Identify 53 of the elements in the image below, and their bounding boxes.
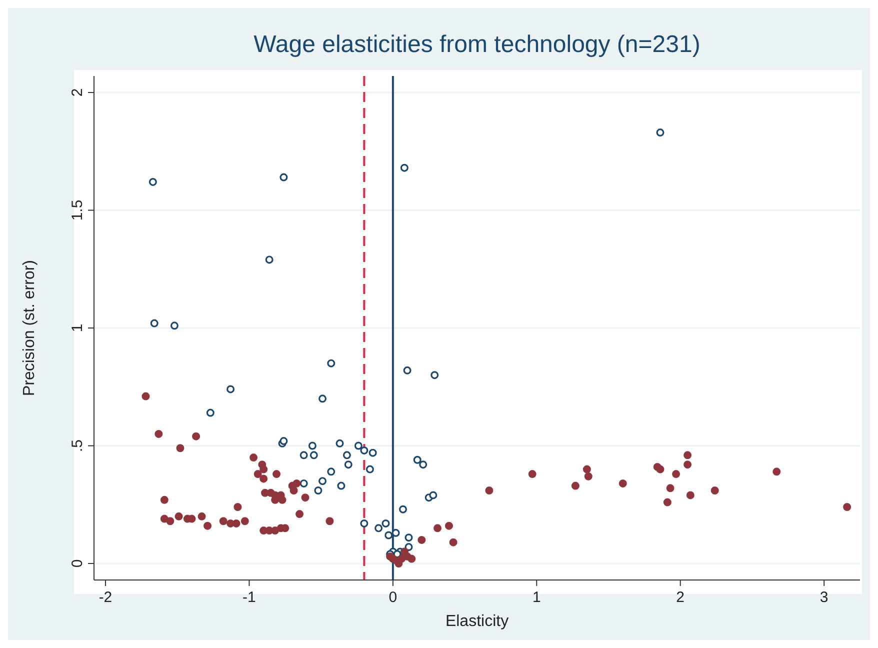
point [336, 439, 344, 448]
point [226, 385, 235, 394]
point [400, 164, 408, 172]
point [150, 319, 158, 328]
point [337, 482, 346, 490]
x-tick-label: -2 [98, 589, 112, 606]
point [280, 173, 288, 182]
point [342, 451, 351, 460]
y-axis-title: Precision (st. error) [21, 260, 38, 396]
x-tick-label: 0 [388, 589, 398, 606]
y-tick-label: 1.5 [69, 200, 86, 221]
point [366, 465, 374, 474]
point [360, 446, 368, 454]
x-axis-title: Elasticity [445, 613, 509, 630]
point [368, 448, 377, 457]
x-tick-label: -1 [242, 589, 256, 606]
point [318, 394, 327, 403]
point [430, 371, 439, 380]
point [265, 256, 274, 264]
x-tick-label: 2 [676, 589, 685, 606]
point [429, 491, 438, 500]
point [300, 479, 308, 488]
point [382, 519, 390, 528]
point [656, 128, 664, 137]
point [148, 178, 157, 186]
point [206, 408, 214, 417]
point [392, 528, 400, 537]
point [360, 519, 368, 528]
chart-title: Wage elasticities from technology (n=231) [254, 31, 700, 58]
x-tick-label: 3 [820, 589, 828, 606]
point [327, 468, 336, 476]
point [404, 543, 413, 552]
point [310, 451, 318, 460]
x-tick-label: 1 [532, 589, 541, 606]
point [318, 477, 327, 486]
point [403, 366, 412, 374]
point [344, 460, 352, 469]
point [300, 451, 308, 460]
point [374, 524, 383, 532]
point [314, 486, 322, 495]
point [170, 322, 178, 330]
point [308, 442, 316, 450]
point [398, 505, 407, 514]
y-tick-label: 2 [69, 88, 86, 97]
point [384, 531, 393, 540]
y-tick-label: 0 [69, 559, 86, 568]
point [327, 359, 336, 368]
point [354, 442, 362, 450]
point [404, 534, 413, 542]
y-tick-label: 1 [69, 324, 86, 332]
y-tick-label: .5 [69, 440, 86, 452]
point [413, 456, 422, 464]
point [419, 460, 428, 469]
